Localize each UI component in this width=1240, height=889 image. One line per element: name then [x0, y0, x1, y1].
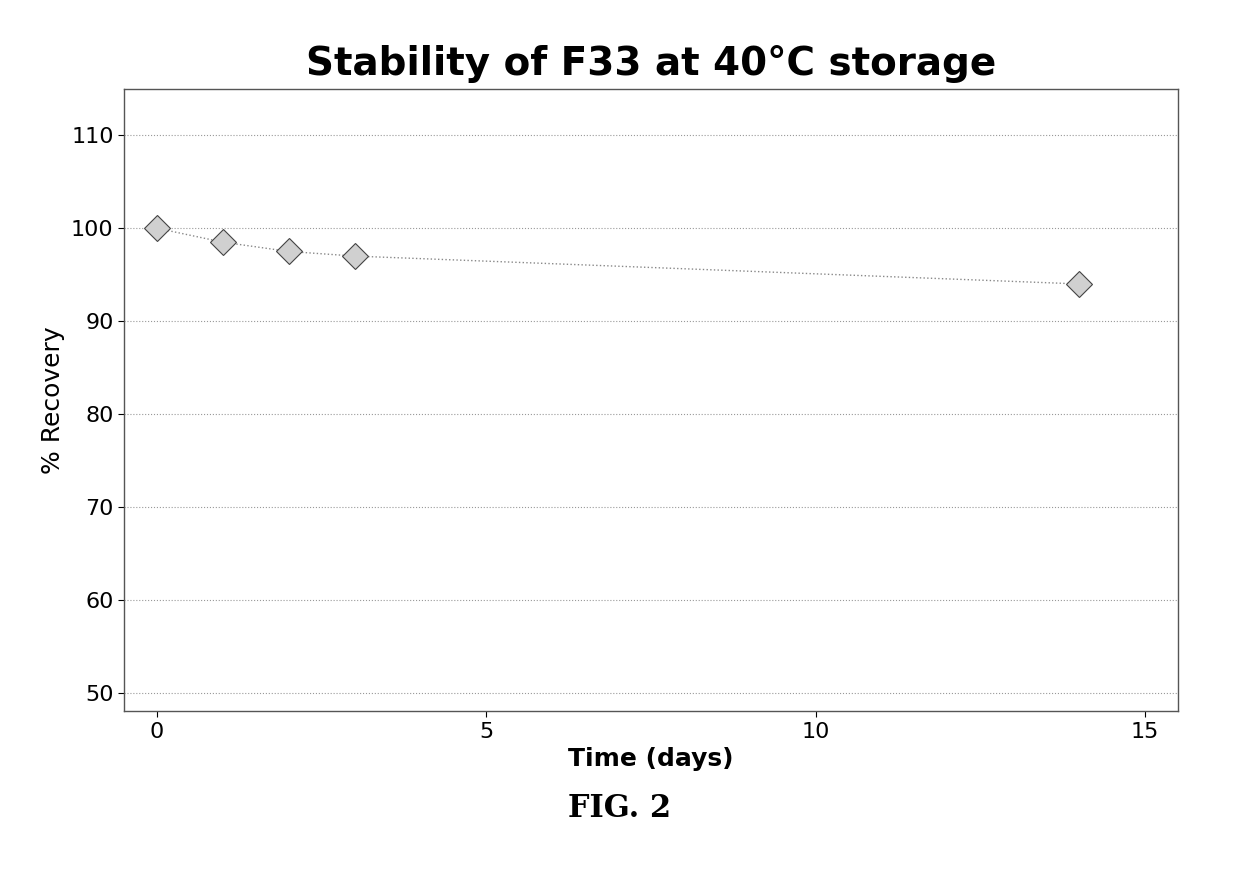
- Title: Stability of F33 at 40°C storage: Stability of F33 at 40°C storage: [306, 45, 996, 83]
- X-axis label: Time (days): Time (days): [568, 747, 734, 771]
- Text: FIG. 2: FIG. 2: [568, 794, 672, 824]
- Y-axis label: % Recovery: % Recovery: [41, 326, 66, 474]
